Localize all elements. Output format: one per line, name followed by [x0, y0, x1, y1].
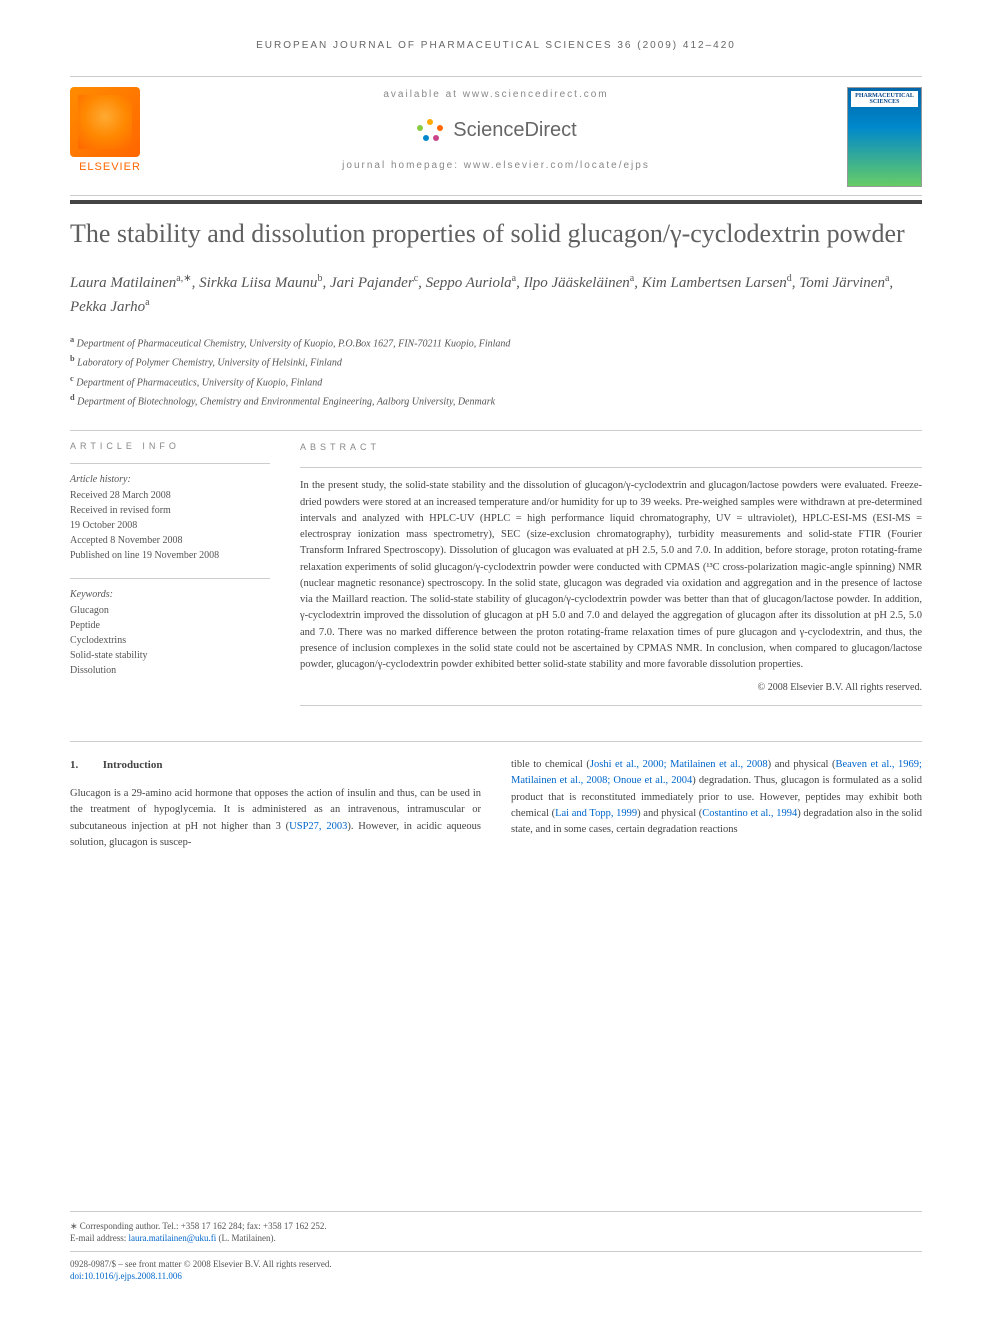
article-history-block: Article history: Received 28 March 2008R… — [70, 474, 270, 563]
affiliation-line: b Laboratory of Polymer Chemistry, Unive… — [70, 352, 922, 371]
page-footer: ∗ Corresponding author. Tel.: +358 17 16… — [70, 1211, 922, 1283]
homepage-text: journal homepage: www.elsevier.com/locat… — [170, 160, 822, 171]
section-number: 1. — [70, 757, 100, 774]
keyword-line: Dissolution — [70, 663, 270, 678]
affiliation-line: c Department of Pharmaceutics, Universit… — [70, 372, 922, 391]
article-info-column: ARTICLE INFO Article history: Received 2… — [70, 441, 270, 716]
intro-paragraph-right: tible to chemical (Joshi et al., 2000; M… — [511, 757, 922, 838]
elsevier-logo: ELSEVIER — [70, 87, 150, 173]
available-text: available at www.sciencedirect.com — [170, 89, 822, 100]
authors-list: Laura Matilainena,∗, Sirkka Liisa Maunub… — [70, 271, 922, 318]
info-abstract-row: ARTICLE INFO Article history: Received 2… — [70, 441, 922, 716]
journal-cover-thumbnail: PHARMACEUTICAL SCIENCES — [847, 87, 922, 187]
journal-cover-title: PHARMACEUTICAL SCIENCES — [851, 91, 918, 107]
top-banner: ELSEVIER available at www.sciencedirect.… — [70, 76, 922, 196]
affiliations-list: a Department of Pharmaceutical Chemistry… — [70, 333, 922, 410]
banner-center: available at www.sciencedirect.com Scien… — [170, 89, 822, 171]
body-column-right: tible to chemical (Joshi et al., 2000; M… — [511, 757, 922, 851]
footer-divider — [70, 1251, 922, 1252]
keywords-block: Keywords: GlucagonPeptideCyclodextrinsSo… — [70, 589, 270, 678]
sd-dot — [417, 125, 423, 131]
body-column-left: 1. Introduction Glucagon is a 29-amino a… — [70, 757, 481, 851]
keywords-subhead: Keywords: — [70, 589, 270, 600]
sd-dot — [437, 125, 443, 131]
sd-dot — [433, 135, 439, 141]
doi-link[interactable]: doi:10.1016/j.ejps.2008.11.006 — [70, 1271, 182, 1281]
citation-link[interactable]: Costantino et al., 1994 — [702, 808, 797, 819]
history-line: Published on line 19 November 2008 — [70, 548, 270, 563]
keyword-line: Glucagon — [70, 603, 270, 618]
issn-line: 0928-0987/$ – see front matter © 2008 El… — [70, 1258, 922, 1271]
divider — [300, 705, 922, 706]
introduction-heading: 1. Introduction — [70, 757, 481, 774]
elsevier-text: ELSEVIER — [70, 161, 150, 173]
abstract-text: In the present study, the solid-state st… — [300, 478, 922, 673]
sciencedirect-dots-icon — [415, 115, 445, 145]
keyword-line: Cyclodextrins — [70, 633, 270, 648]
sciencedirect-text: ScienceDirect — [453, 119, 576, 142]
citation-link[interactable]: USP27, 2003 — [289, 821, 347, 832]
running-header: EUROPEAN JOURNAL OF PHARMACEUTICAL SCIEN… — [70, 40, 922, 51]
article-title: The stability and dissolution properties… — [70, 216, 922, 251]
abstract-heading: ABSTRACT — [300, 441, 922, 455]
body-columns: 1. Introduction Glucagon is a 29-amino a… — [70, 757, 922, 851]
intro-paragraph-left: Glucagon is a 29-amino acid hormone that… — [70, 786, 481, 851]
citation-link[interactable]: Joshi et al., 2000; Matilainen et al., 2… — [590, 759, 768, 770]
affiliation-line: a Department of Pharmaceutical Chemistry… — [70, 333, 922, 352]
divider — [70, 578, 270, 579]
history-line: Received 28 March 2008 — [70, 488, 270, 503]
citation-link[interactable]: Lai and Topp, 1999 — [555, 808, 637, 819]
history-line: Accepted 8 November 2008 — [70, 533, 270, 548]
abstract-copyright: © 2008 Elsevier B.V. All rights reserved… — [300, 680, 922, 696]
section-title: Introduction — [103, 759, 163, 771]
email-line: E-mail address: laura.matilainen@uku.fi … — [70, 1232, 922, 1245]
keyword-line: Solid-state stability — [70, 648, 270, 663]
abstract-column: ABSTRACT In the present study, the solid… — [300, 441, 922, 716]
sciencedirect-logo: ScienceDirect — [170, 115, 822, 145]
sd-dot — [423, 135, 429, 141]
affiliation-line: d Department of Biotechnology, Chemistry… — [70, 391, 922, 410]
history-subhead: Article history: — [70, 474, 270, 485]
doi-line: doi:10.1016/j.ejps.2008.11.006 — [70, 1270, 922, 1283]
title-separator-bar — [70, 200, 922, 204]
elsevier-tree-icon — [70, 87, 140, 157]
corresponding-author: ∗ Corresponding author. Tel.: +358 17 16… — [70, 1220, 922, 1233]
body-divider — [70, 741, 922, 742]
divider — [300, 467, 922, 468]
email-link[interactable]: laura.matilainen@uku.fi — [128, 1233, 216, 1243]
sd-dot — [427, 119, 433, 125]
history-line: Received in revised form — [70, 503, 270, 518]
history-line: 19 October 2008 — [70, 518, 270, 533]
keyword-line: Peptide — [70, 618, 270, 633]
article-info-heading: ARTICLE INFO — [70, 441, 270, 451]
divider — [70, 430, 922, 431]
divider — [70, 463, 270, 464]
